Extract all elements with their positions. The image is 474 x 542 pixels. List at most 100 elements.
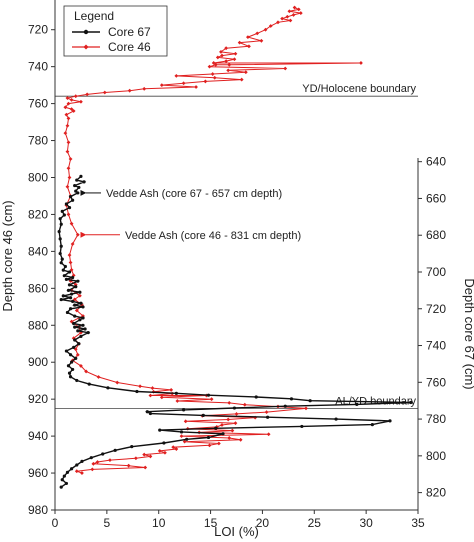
- left-y-tick-label: 960: [28, 466, 48, 480]
- series-core67-point: [232, 406, 237, 410]
- series-core46-point: [66, 166, 71, 171]
- series-core46-point: [66, 116, 71, 121]
- legend-core67-marker: [83, 29, 89, 35]
- series-core67-point: [106, 386, 110, 390]
- series-core67-point: [174, 391, 178, 395]
- series-core46-point: [230, 428, 235, 433]
- series-core67-point: [69, 467, 74, 471]
- series-core67-point: [79, 174, 83, 178]
- series-core46-point: [63, 105, 68, 110]
- series-core67-point: [68, 353, 73, 357]
- right-y-tick-label: 640: [426, 155, 446, 169]
- series-core46-point: [138, 384, 142, 389]
- series-core67-point: [57, 229, 61, 234]
- series-core46-point: [211, 61, 216, 65]
- series-core67-point: [75, 178, 79, 182]
- series-core46-point: [159, 83, 164, 88]
- series-core67-point: [60, 478, 64, 482]
- series-core67-point: [77, 342, 81, 346]
- series-core46-point: [68, 260, 73, 265]
- series-core46-point: [142, 86, 147, 91]
- series-core46-point: [227, 400, 232, 405]
- series-core46-point: [64, 112, 69, 117]
- series-core67-point: [283, 404, 287, 408]
- series-core46-point: [84, 369, 89, 374]
- left-y-tick-label: 780: [28, 134, 48, 148]
- series-core46-point: [242, 402, 247, 407]
- series-core67-point: [71, 198, 75, 202]
- series-core67-point: [81, 305, 85, 309]
- right-y-tick-label: 780: [426, 412, 446, 426]
- series-core46-point: [65, 149, 70, 154]
- series-core46-point: [268, 24, 273, 28]
- series-core67-point: [64, 202, 69, 206]
- series-core46-point: [74, 469, 79, 474]
- series-core67-point: [300, 424, 304, 429]
- series-core67-point: [221, 432, 225, 436]
- series-core46-point: [102, 90, 107, 95]
- series-core67-point: [73, 338, 77, 342]
- x-tick-label: 25: [308, 516, 322, 530]
- series-core46-point: [108, 458, 112, 463]
- series-core46-point: [68, 157, 73, 161]
- series-core46-point: [207, 64, 212, 69]
- legend-core67-label: Core 67: [108, 25, 151, 39]
- series-core67-point: [185, 437, 189, 441]
- series-core67-point: [254, 395, 258, 399]
- series-core46-point: [148, 454, 153, 459]
- right-y-axis-label: Depth core 67 (cm): [462, 278, 474, 389]
- series-core67-point: [76, 279, 80, 283]
- series-core67-point: [68, 296, 73, 300]
- series-core67-point: [76, 191, 80, 195]
- series-core46-point: [71, 109, 76, 113]
- series-core67-point: [73, 314, 77, 318]
- series-core67-point: [308, 399, 312, 403]
- series-core46-point: [226, 68, 231, 73]
- series-core46-point: [238, 437, 243, 442]
- series-core46-point: [90, 467, 95, 472]
- legend-box: [63, 5, 168, 57]
- series-core67-point: [135, 389, 139, 394]
- series-core46-point: [91, 461, 96, 466]
- left-y-tick-label: 860: [28, 281, 48, 295]
- series-core67-point: [67, 206, 72, 210]
- series-core46-point: [298, 11, 303, 15]
- series-core46-point: [276, 20, 280, 25]
- series-core46-point: [239, 77, 244, 82]
- series-core67-point: [78, 318, 82, 322]
- legend-title: Legend: [74, 9, 114, 23]
- series-core67-point: [68, 375, 73, 379]
- series-core67-point: [64, 277, 69, 281]
- series-core67-point: [214, 426, 218, 430]
- vedde-ash-label: Vedde Ash (core 67 - 657 cm depth): [106, 188, 282, 200]
- series-core46-point: [169, 388, 174, 392]
- series-core46-point: [291, 13, 296, 17]
- series-core46-point: [220, 423, 224, 427]
- boundary-label: YD/Holocene boundary: [302, 83, 416, 95]
- series-layer: [57, 5, 413, 489]
- series-core46-point: [65, 184, 70, 189]
- series-core67-point: [145, 410, 149, 414]
- series-core46-point: [71, 273, 76, 278]
- series-core46-point: [203, 79, 208, 84]
- series-core46-point: [194, 85, 198, 89]
- series-core46-point: [157, 448, 162, 453]
- series-core46-point: [66, 212, 71, 217]
- right-y-tick-label: 800: [426, 449, 446, 463]
- series-core46-point: [79, 99, 83, 104]
- series-core67-point: [64, 349, 69, 353]
- series-core46-point: [288, 18, 293, 23]
- series-core67-point: [83, 327, 87, 331]
- series-core67-point: [63, 264, 67, 269]
- series-core46-point: [183, 419, 188, 424]
- series-core67-point: [62, 213, 66, 217]
- series-core67-point: [58, 252, 62, 256]
- series-core67-point: [74, 356, 78, 361]
- series-core46-point: [66, 101, 71, 106]
- left-y-tick-label: 900: [28, 355, 48, 369]
- series-core67-point: [182, 408, 186, 412]
- left-y-tick-label: 980: [28, 503, 48, 517]
- series-core46-point: [67, 175, 72, 180]
